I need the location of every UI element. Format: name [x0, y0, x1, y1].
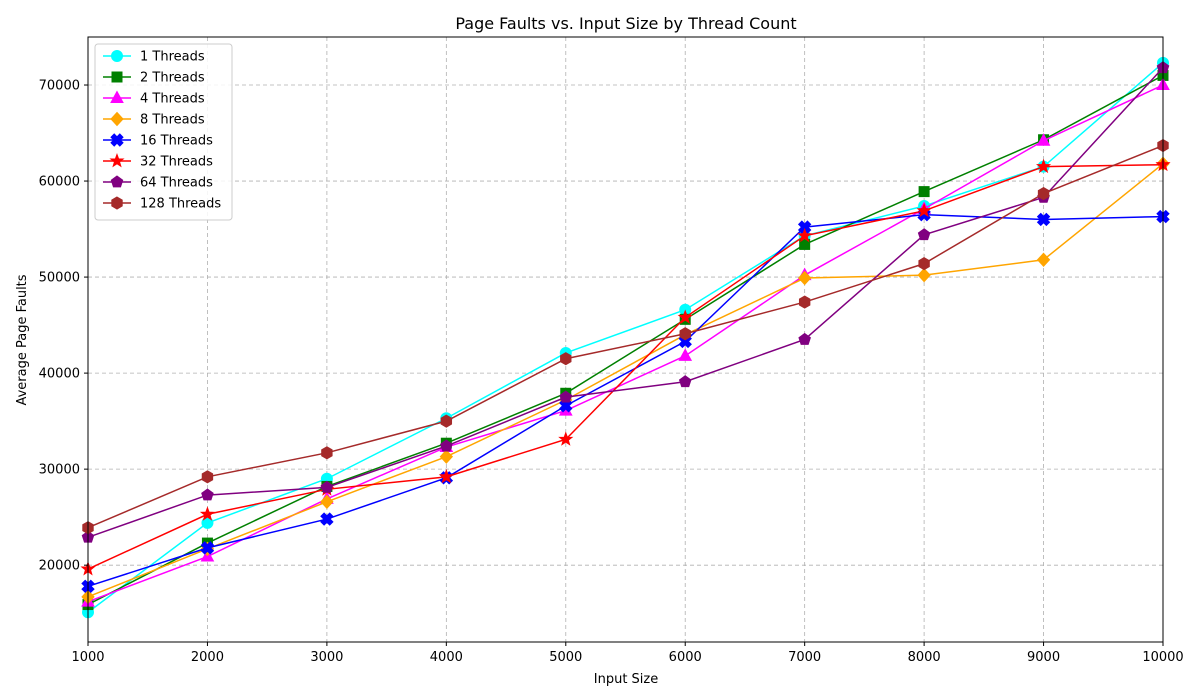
series-64-threads	[81, 61, 1170, 543]
series-line	[87, 84, 1164, 603]
legend-marker	[110, 175, 124, 188]
data-point	[917, 228, 931, 241]
data-point	[440, 439, 453, 452]
series-line	[87, 163, 1164, 598]
legend-label: 2 Threads	[140, 71, 205, 86]
data-point	[199, 506, 216, 521]
series-4-threads	[81, 77, 1170, 607]
data-point	[321, 446, 333, 460]
y-tick-label: 40000	[39, 367, 80, 382]
series-line	[87, 163, 1164, 570]
y-tick-label: 70000	[39, 79, 80, 94]
x-tick-label: 2000	[191, 650, 224, 665]
legend-label: 128 Threads	[140, 197, 221, 212]
data-point	[799, 238, 811, 250]
data-point	[560, 352, 572, 366]
legend-marker	[110, 90, 124, 103]
legend-marker	[110, 111, 124, 127]
y-tick-label: 20000	[39, 559, 80, 574]
x-tick-label: 1000	[71, 650, 104, 665]
data-point	[1037, 186, 1050, 201]
x-tick-label: 4000	[430, 650, 463, 665]
data-point	[678, 348, 693, 361]
legend-label: 16 Threads	[140, 134, 213, 149]
data-point	[201, 488, 214, 501]
data-point	[918, 186, 930, 198]
series-line	[87, 213, 1164, 588]
data-point	[798, 295, 811, 309]
data-point	[440, 414, 453, 428]
axis-ticks: 1000 2000 3000 4000 5000 6000 7000 8000 9000 1000…	[39, 79, 1184, 665]
data-point	[677, 309, 693, 324]
data-point	[439, 449, 454, 464]
legend-label: 4 Threads	[140, 92, 205, 107]
data-point	[679, 327, 691, 341]
data-point	[558, 431, 574, 446]
data-point	[1036, 133, 1051, 146]
data-point	[201, 470, 214, 484]
series-2-threads	[82, 69, 1169, 611]
data-point	[798, 332, 811, 345]
plot-area	[80, 56, 1171, 619]
data-point	[917, 267, 931, 283]
legend-marker	[111, 50, 123, 62]
legend-marker	[111, 71, 123, 83]
data-point	[438, 468, 454, 484]
data-point	[797, 270, 812, 286]
x-axis-title: Input Size	[594, 672, 658, 687]
series-line	[87, 62, 1164, 613]
x-tick-label: 6000	[669, 650, 702, 665]
legend-marker	[110, 133, 124, 147]
data-point	[1036, 212, 1051, 227]
y-tick-label: 50000	[39, 271, 80, 286]
legend-label: 1 Threads	[140, 50, 205, 65]
x-tick-label: 10000	[1142, 650, 1183, 665]
data-point	[797, 220, 812, 234]
legend-label: 8 Threads	[140, 113, 205, 128]
x-tick-label: 7000	[788, 650, 821, 665]
data-point	[918, 257, 930, 271]
legend-box	[94, 43, 233, 221]
data-point	[797, 227, 813, 243]
x-tick-label: 9000	[1027, 650, 1060, 665]
legend-label: 64 Threads	[140, 176, 213, 191]
y-tick-label: 60000	[39, 175, 80, 190]
plot-frame	[87, 36, 1164, 643]
data-point	[1036, 252, 1051, 268]
x-tick-label: 3000	[310, 650, 343, 665]
legend: 1 Threads 2 Threads 4 Threads 8 Threads 16 T…	[94, 43, 233, 221]
grid	[87, 37, 1164, 642]
y-axis-title: Average Page Faults	[15, 274, 30, 405]
series-line	[87, 74, 1164, 606]
legend-label: 32 Threads	[140, 155, 213, 170]
y-tick-label: 30000	[39, 463, 80, 478]
legend-marker	[109, 153, 125, 168]
data-point	[678, 375, 692, 388]
data-point	[320, 480, 334, 493]
data-point	[1035, 158, 1052, 174]
series-8-threads	[81, 156, 1170, 605]
data-point	[320, 494, 334, 510]
data-point	[559, 390, 573, 403]
data-point	[559, 399, 573, 413]
x-tick-label: 5000	[549, 650, 582, 665]
data-point	[200, 541, 215, 555]
chart-title: Page Faults vs. Input Size by Thread Cou…	[455, 14, 796, 33]
data-point	[916, 202, 932, 218]
legend-marker	[111, 196, 123, 210]
data-point	[320, 512, 334, 526]
series-line	[87, 67, 1164, 539]
x-tick-label: 8000	[908, 650, 941, 665]
series-32-threads	[80, 156, 1171, 576]
series-line	[87, 144, 1164, 529]
series-128-threads	[82, 138, 1169, 535]
